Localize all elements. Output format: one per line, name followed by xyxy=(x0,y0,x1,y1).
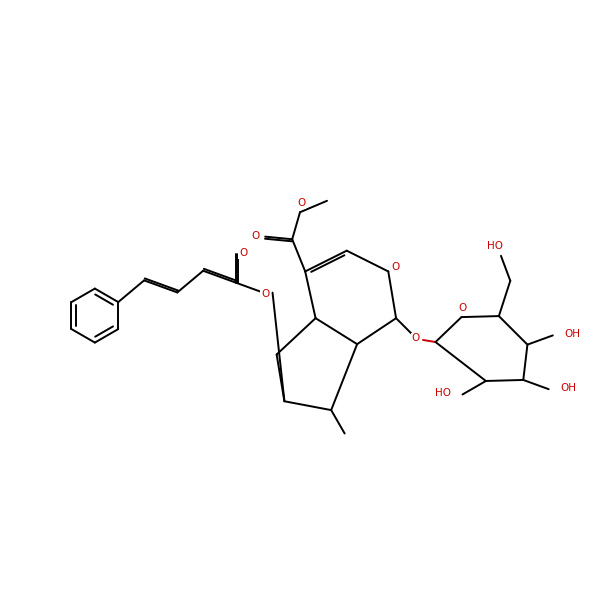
Text: O: O xyxy=(391,262,400,272)
Text: O: O xyxy=(458,303,467,313)
Text: O: O xyxy=(239,248,247,258)
Text: OH: OH xyxy=(560,383,576,393)
Text: O: O xyxy=(261,289,269,299)
Text: O: O xyxy=(297,199,305,208)
Text: HO: HO xyxy=(487,241,503,251)
Text: OH: OH xyxy=(564,329,580,340)
Text: O: O xyxy=(412,334,420,343)
Text: HO: HO xyxy=(435,388,451,398)
Text: O: O xyxy=(252,230,260,241)
